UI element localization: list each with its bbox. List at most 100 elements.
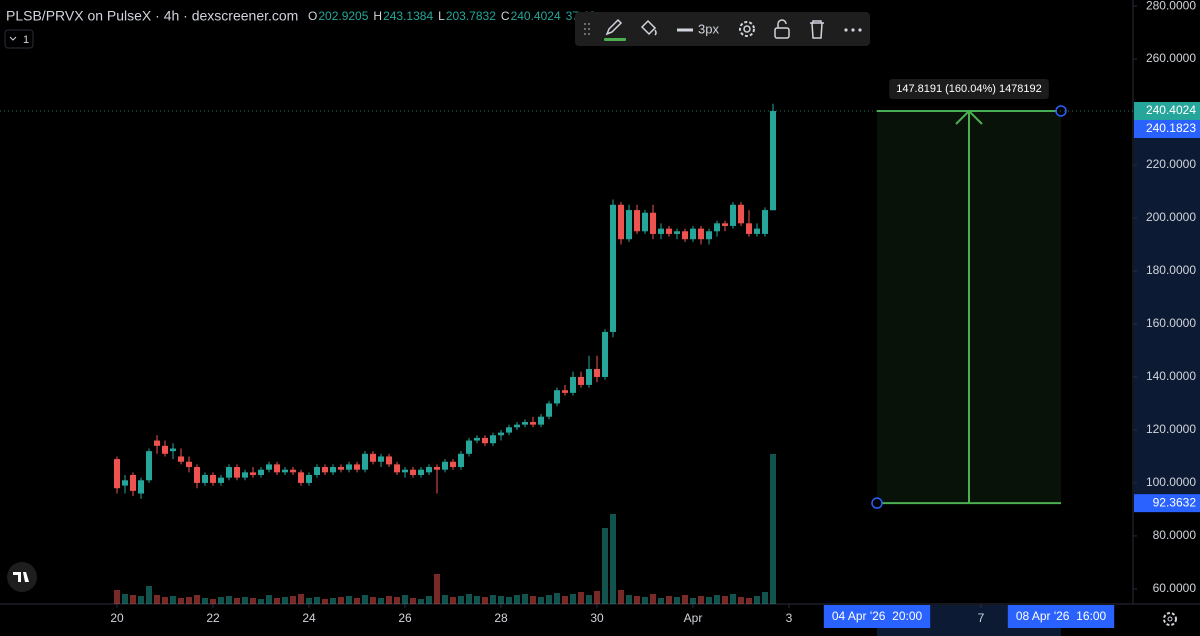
ohlc-key: O: [308, 9, 317, 23]
candle-body: [522, 422, 528, 425]
candle-body: [266, 464, 272, 470]
volume-bar: [426, 596, 432, 604]
ohlc-value: 202.9205: [318, 9, 368, 23]
candle-body: [706, 231, 712, 240]
y-tick-label: 60.0000: [1153, 581, 1197, 595]
line-width-label[interactable]: 3px: [698, 21, 719, 36]
candle-body: [122, 480, 128, 486]
volume-bar: [706, 597, 712, 604]
candle-body: [474, 437, 480, 441]
candle-body: [418, 469, 424, 475]
candle-body: [410, 469, 416, 475]
candle-body: [642, 212, 648, 232]
candle-body: [218, 477, 224, 483]
volume-bar: [386, 596, 392, 604]
axis-settings-icon[interactable]: [1163, 612, 1177, 626]
candle-body: [138, 480, 144, 494]
volume-bar: [530, 596, 536, 604]
measure-label-bg: [889, 78, 1049, 99]
volume-bar: [434, 574, 440, 604]
candle-body: [330, 467, 336, 473]
volume-bar: [290, 596, 296, 604]
volume-bar: [234, 598, 240, 604]
candle-body: [442, 461, 448, 470]
volume-bar: [762, 592, 768, 604]
candle-body: [426, 467, 432, 473]
volume-bar: [122, 594, 128, 604]
candle-body: [674, 231, 680, 234]
volume-bar: [554, 593, 560, 604]
candle-body: [546, 403, 552, 417]
volume-bar: [218, 597, 224, 604]
candle-body: [602, 331, 608, 377]
volume-bar: [458, 596, 464, 604]
lock-icon[interactable]: [774, 27, 790, 39]
volume-bar: [330, 598, 336, 604]
candle-body: [586, 369, 592, 385]
volume-bar: [514, 595, 520, 604]
candle-body: [650, 212, 656, 234]
volume-bar: [202, 598, 208, 604]
x-tick-label: 28: [494, 611, 508, 625]
more-icon[interactable]: [844, 28, 862, 32]
volume-bar: [170, 596, 176, 604]
candle-body: [146, 451, 152, 481]
candle-body: [370, 453, 376, 462]
settings-icon[interactable]: [739, 21, 755, 37]
candle-body: [458, 453, 464, 468]
volume-bar: [522, 594, 528, 604]
volume-bar: [666, 596, 672, 604]
candle-body: [362, 453, 368, 470]
legend: PLSB/PRVX on PulseX · 4h · dexscreener.c…: [4, 8, 596, 49]
fill-icon[interactable]: [640, 19, 657, 36]
candle-body: [746, 223, 752, 234]
volume-bar: [698, 596, 704, 604]
candle-body: [242, 472, 248, 478]
volume-bar: [570, 594, 576, 604]
price-label-bg: [1134, 119, 1200, 138]
candle-body: [194, 467, 200, 483]
candle-body: [754, 228, 760, 234]
candle-body: [354, 464, 360, 470]
candle-body: [298, 472, 304, 483]
measure-handle[interactable]: [871, 497, 883, 509]
volume-bar: [378, 598, 384, 604]
chevron-icon: [9, 36, 17, 41]
volume-bar: [626, 595, 632, 604]
candle-body: [378, 456, 384, 462]
x-tick-label: 26: [398, 611, 412, 625]
candle-body: [386, 456, 392, 465]
volume-bar: [546, 595, 552, 604]
candle-body: [626, 210, 632, 240]
volume-bar: [258, 599, 264, 604]
ohlc-key: L: [438, 9, 445, 23]
delete-icon[interactable]: [810, 20, 824, 39]
volume-bar: [578, 592, 584, 604]
volume-bar: [138, 596, 144, 604]
volume-bar: [394, 597, 400, 604]
ohlc-key: C: [501, 9, 510, 23]
candle-body: [578, 376, 584, 385]
price-label: 240.1823: [1146, 121, 1196, 135]
color-swatch: [604, 38, 626, 41]
interval-dropdown[interactable]: [4, 29, 34, 49]
volume-bar: [346, 596, 352, 604]
tv-logo: [7, 562, 37, 592]
ohlc-value: 243.1384: [383, 9, 433, 23]
y-tick-label: 260.0000: [1146, 51, 1196, 65]
volume-bar: [130, 595, 136, 604]
volume-bar: [618, 590, 624, 604]
volume-bar: [690, 598, 696, 604]
volume-bar: [354, 598, 360, 604]
volume-bar: [642, 597, 648, 604]
price-label: 92.3632: [1153, 495, 1197, 509]
candle-body: [594, 369, 600, 377]
pencil-icon[interactable]: [605, 18, 623, 36]
y-tick-label: 80.0000: [1153, 528, 1197, 542]
candle-body: [618, 204, 624, 240]
candle-body: [498, 432, 504, 436]
x-tick-label: 30: [590, 611, 604, 625]
ohlc-value: 240.4024: [511, 9, 561, 23]
price-label-bg: [1134, 494, 1200, 513]
